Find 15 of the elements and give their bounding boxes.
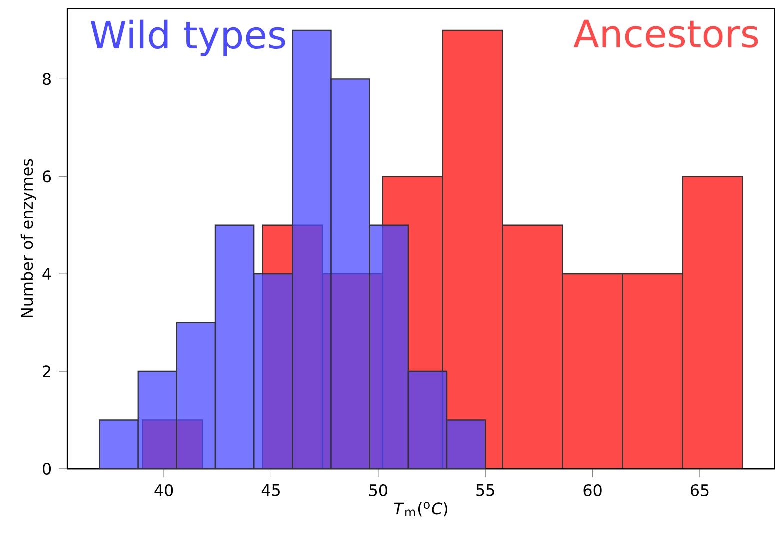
x-tick-label: 60 [584, 484, 602, 497]
y-axis-title: Number of enzymes [20, 160, 36, 318]
x-tick-label: 50 [370, 484, 388, 497]
y-tick-label: 8 [43, 73, 51, 86]
x-tick-label: 55 [476, 484, 494, 496]
x-tick-label: 40 [154, 484, 174, 497]
series-label: Wild types [90, 20, 286, 57]
y-tick-label: 2 [43, 366, 50, 378]
x-axis-title: T$_{m}$($^{o}$C) [394, 502, 448, 517]
y-tick-label: 0 [43, 463, 52, 476]
y-tick-label: 4 [42, 268, 52, 280]
x-tick-label: 65 [690, 484, 709, 497]
series-label: Ancestors [574, 20, 758, 48]
y-tick-label: 6 [43, 170, 52, 183]
x-tick-label: 45 [262, 484, 280, 496]
